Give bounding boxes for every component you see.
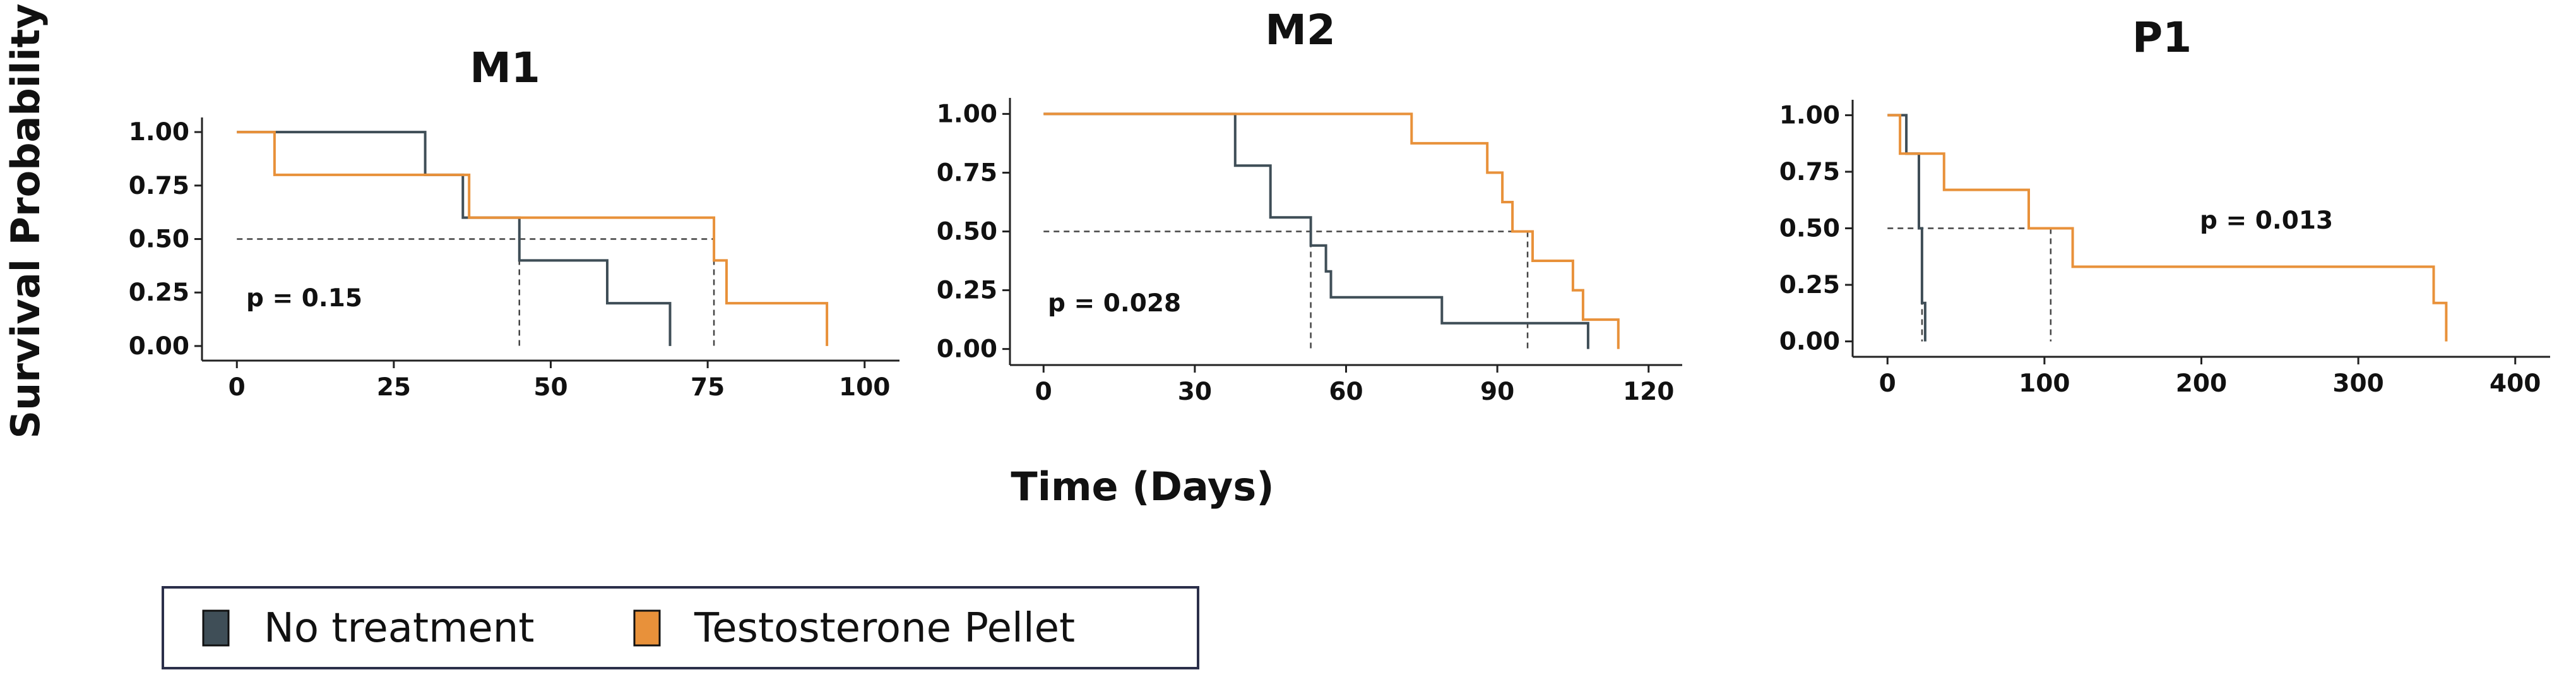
legend: No treatment Testosterone Pellet bbox=[162, 586, 1199, 669]
panel-title: P1 bbox=[2132, 13, 2192, 62]
x-tick-label: 200 bbox=[2176, 369, 2227, 398]
y-tick-label: 0.25 bbox=[129, 279, 189, 307]
y-axis-title: Survival Probability bbox=[3, 3, 49, 438]
x-tick-label: 30 bbox=[1178, 378, 1212, 406]
y-tick-label: 0.25 bbox=[1779, 271, 1840, 299]
y-tick-label: 1.00 bbox=[129, 118, 189, 147]
x-axis-title: Time (Days) bbox=[1011, 464, 1274, 510]
survival-curve-testosterone-pellet bbox=[1887, 114, 2448, 342]
panel-p1: P1 0.00 0.25 0.50 0.75 1.00 0 100 200 300 400 p = 0… bbox=[1779, 13, 2550, 398]
panel-m2: M2 0.00 0.25 0.50 0.75 1.00 0 30 60 90 120 p = 0.02… bbox=[937, 6, 1682, 406]
y-tick-label: 0.00 bbox=[1779, 328, 1840, 356]
x-tick-label: 100 bbox=[2019, 369, 2070, 398]
x-tick-label: 50 bbox=[533, 373, 567, 402]
p-value-annotation: p = 0.013 bbox=[2200, 207, 2333, 235]
y-tick-label: 0.25 bbox=[937, 277, 997, 305]
x-tick-label: 75 bbox=[691, 373, 725, 402]
legend-swatch-testosterone-pellet bbox=[633, 609, 661, 647]
x-tick-label: 25 bbox=[377, 373, 411, 402]
y-tick-label: 0.00 bbox=[937, 335, 997, 364]
survival-curve-testosterone-pellet bbox=[1043, 112, 1620, 349]
y-tick-label: 0.75 bbox=[129, 172, 189, 200]
p-value-annotation: p = 0.15 bbox=[246, 284, 362, 313]
panel-m1: M1 0.00 0.25 0.50 0.75 1.00 0 25 50 75 100 p = 0.15 bbox=[129, 44, 899, 402]
survival-curve-no-treatment bbox=[1043, 112, 1589, 349]
survival-curve-no-treatment bbox=[1887, 114, 1926, 342]
x-tick-label: 100 bbox=[839, 373, 890, 402]
survival-curve-testosterone-pellet bbox=[237, 131, 829, 346]
x-tick-label: 0 bbox=[229, 373, 246, 402]
x-tick-label: 60 bbox=[1329, 378, 1363, 406]
x-tick-label: 0 bbox=[1035, 378, 1052, 406]
panel-title: M2 bbox=[1265, 6, 1336, 54]
y-tick-label: 0.50 bbox=[937, 218, 997, 246]
y-tick-label: 1.00 bbox=[937, 100, 997, 128]
y-tick-label: 0.75 bbox=[1779, 158, 1840, 186]
x-tick-label: 400 bbox=[2490, 369, 2541, 398]
panel-title: M1 bbox=[470, 44, 540, 92]
legend-frame bbox=[162, 586, 1199, 669]
y-tick-label: 0.75 bbox=[937, 159, 997, 187]
p-value-annotation: p = 0.028 bbox=[1048, 289, 1181, 318]
legend-label-testosterone-pellet: Testosterone Pellet bbox=[694, 605, 1075, 652]
x-tick-label: 90 bbox=[1480, 378, 1514, 406]
y-tick-label: 0.50 bbox=[1779, 215, 1840, 243]
y-tick-label: 0.50 bbox=[129, 225, 189, 254]
legend-swatch-no-treatment bbox=[202, 609, 230, 647]
x-tick-label: 0 bbox=[1879, 369, 1896, 398]
y-tick-label: 1.00 bbox=[1779, 101, 1840, 129]
x-tick-label: 300 bbox=[2332, 369, 2383, 398]
x-tick-label: 120 bbox=[1623, 378, 1674, 406]
y-tick-label: 0.00 bbox=[129, 332, 189, 361]
legend-label-no-treatment: No treatment bbox=[264, 605, 534, 652]
